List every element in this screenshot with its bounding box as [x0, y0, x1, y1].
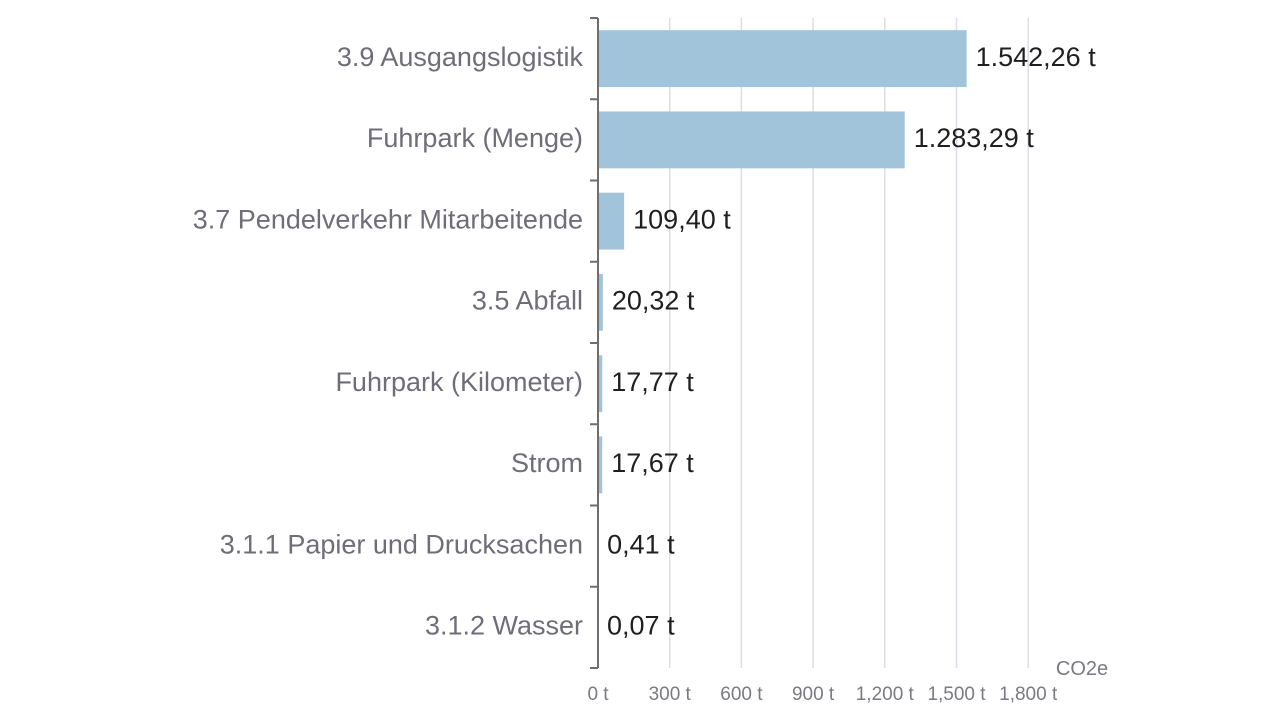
category-label-8: 3.1.2 Wasser [425, 611, 583, 641]
x-tick-label-2: 600 t [720, 684, 763, 705]
value-label-1: 1.542,26 t [976, 42, 1097, 72]
category-label-2: Fuhrpark (Menge) [367, 123, 583, 153]
bar-3 [598, 193, 624, 250]
value-label-4: 20,32 t [612, 286, 695, 316]
x-tick-label-3: 900 t [792, 684, 835, 705]
bars [598, 30, 967, 656]
category-label-6: Strom [511, 448, 583, 478]
value-label-5: 17,77 t [611, 367, 694, 397]
value-label-7: 0,41 t [607, 529, 675, 559]
x-tick-label-1: 300 t [649, 684, 692, 705]
unit-label: CO2e [1056, 658, 1108, 680]
x-tick-label-4: 1,200 t [856, 684, 915, 705]
bar-1 [598, 30, 967, 87]
value-label-2: 1.283,29 t [914, 123, 1035, 153]
category-label-5: Fuhrpark (Kilometer) [335, 367, 583, 397]
x-tick-label-5: 1,500 t [927, 684, 986, 705]
value-label-6: 17,67 t [611, 448, 694, 478]
axes [590, 18, 598, 668]
bar-2 [598, 111, 905, 168]
category-label-3: 3.7 Pendelverkehr Mitarbeitende [193, 204, 583, 234]
value-label-3: 109,40 t [633, 204, 731, 234]
category-label-1: 3.9 Ausgangslogistik [337, 42, 584, 72]
category-label-4: 3.5 Abfall [472, 286, 583, 316]
x-tick-label-0: 0 t [587, 684, 609, 705]
x-tick-label-6: 1,800 t [999, 684, 1058, 705]
value-label-8: 0,07 t [607, 611, 675, 641]
category-label-7: 3.1.1 Papier und Drucksachen [220, 529, 583, 559]
